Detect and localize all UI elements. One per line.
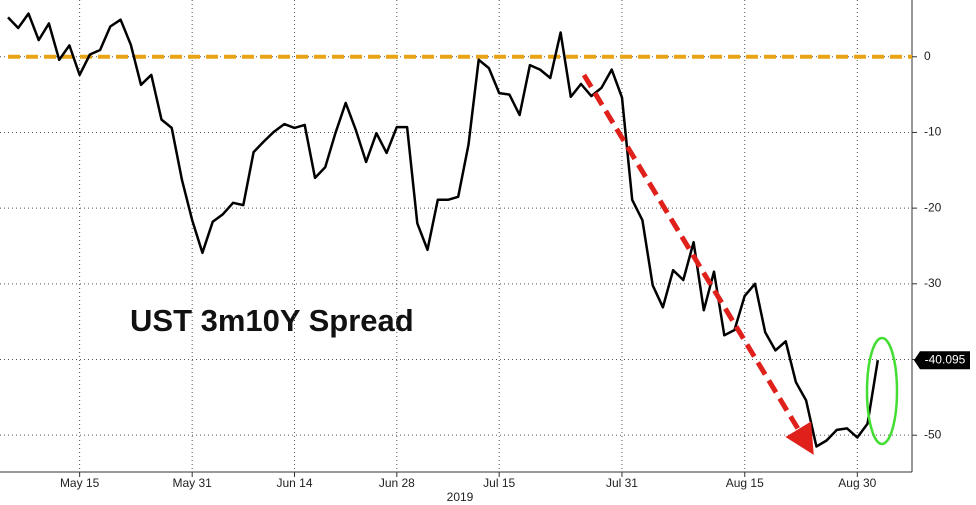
y-tick-label: -50: [924, 427, 942, 441]
y-tick-label: -30: [924, 276, 942, 290]
last-value-label: -40.095: [925, 352, 966, 366]
x-tick-label: Aug 15: [726, 476, 764, 490]
last-value-tag: [914, 351, 970, 370]
x-axis-label: 2019: [447, 490, 474, 504]
x-tick-label: Jul 15: [483, 476, 515, 490]
x-tick-label: May 31: [173, 476, 213, 490]
line-series: [7, 12, 880, 448]
annotation: UST 3m10Y Spread: [130, 303, 414, 338]
y-tick-label: -20: [924, 200, 942, 214]
y-tick-label: 0: [924, 49, 931, 63]
y-tick-label: -10: [924, 125, 942, 139]
highlight-ellipse: [865, 336, 899, 446]
x-tick-label: Jun 28: [379, 476, 415, 490]
x-tick-label: Aug 30: [838, 476, 876, 490]
trend-arrow: [581, 73, 814, 455]
x-tick-label: Jun 14: [276, 476, 312, 490]
x-tick-label: May 15: [60, 476, 100, 490]
x-tick-label: Jul 31: [606, 476, 638, 490]
